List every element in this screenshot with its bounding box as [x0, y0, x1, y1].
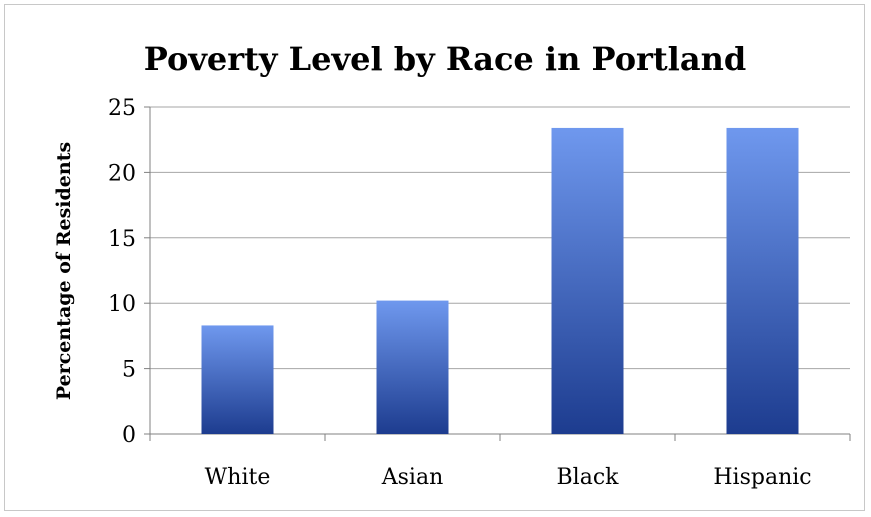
bar-hispanic: [726, 127, 799, 434]
y-tick-label: 20: [108, 161, 136, 186]
bar-white: [201, 325, 274, 434]
y-tick-label: 25: [108, 96, 136, 121]
y-axis-label: Percentage of Residents: [53, 142, 75, 400]
x-tick-label: Black: [557, 465, 620, 490]
y-tick-label: 10: [108, 292, 136, 317]
y-tick-label: 5: [122, 358, 136, 383]
chart-title: Poverty Level by Race in Portland: [144, 40, 746, 78]
x-tick-label: Asian: [381, 465, 444, 490]
bar-black: [551, 127, 624, 434]
x-tick-label: White: [205, 465, 271, 490]
y-tick-label: 0: [122, 423, 136, 448]
bars: [201, 127, 799, 434]
tick-labels: 0 5 10 15 20 25 White Asian Black Hispanic: [108, 96, 812, 490]
y-tick-label: 15: [108, 227, 136, 252]
bar-asian: [376, 300, 449, 434]
x-tick-label: Hispanic: [713, 465, 811, 490]
